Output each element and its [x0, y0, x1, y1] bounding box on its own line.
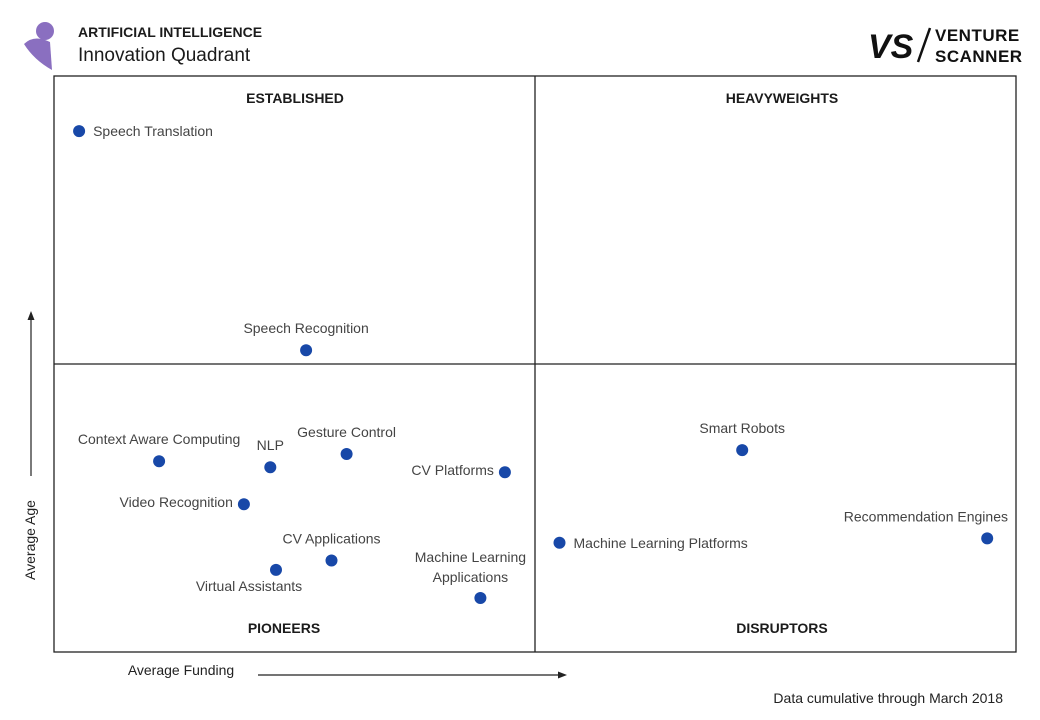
data-point-gesture-control [340, 448, 353, 460]
y-axis-label: Average Age [22, 500, 38, 580]
data-point-smart-robots [736, 444, 749, 457]
quadrant-label-pioneers: PIONEERS [248, 620, 320, 636]
point-label-cv-platforms: CV Platforms [411, 462, 493, 478]
data-footnote: Data cumulative through March 2018 [773, 690, 1003, 706]
data-point-virtual-assistants [270, 563, 282, 576]
vs-wordmark-line2: SCANNER [935, 47, 1023, 66]
point-label-cv-applications: CV Applications [282, 531, 380, 547]
data-point-context-aware-computing [153, 455, 166, 468]
vs-monogram: VS [868, 28, 914, 66]
quadrant-label-heavyweights: HEAVYWEIGHTS [726, 90, 839, 106]
page-subtitle: Innovation Quadrant [78, 45, 251, 66]
point-label-nlp: NLP [257, 437, 284, 453]
data-point-machine-learning-applications [474, 592, 487, 604]
data-point-speech-translation [73, 125, 86, 138]
point-label-video-recognition: Video Recognition [120, 494, 233, 510]
point-label-virtual-assistants: Virtual Assistants [196, 578, 302, 594]
data-point-video-recognition [237, 498, 250, 511]
page-title: ARTIFICIAL INTELLIGENCE [78, 24, 262, 40]
vs-logo-slash [916, 27, 932, 63]
vs-wordmark-line1: VENTURE [935, 26, 1020, 45]
point-label-context-aware-computing: Context Aware Computing [78, 431, 240, 447]
data-point-cv-platforms [498, 466, 511, 479]
data-point-cv-applications [325, 554, 338, 567]
data-point-nlp [264, 461, 277, 474]
quadrant-label-disruptors: DISRUPTORS [736, 620, 828, 636]
point-label-machine-learning-applications: Machine Learning Applications [415, 549, 526, 585]
data-points-layer: Speech Translation Speech Recognition Cont… [73, 123, 1008, 604]
y-axis-arrowhead-icon [27, 311, 35, 320]
data-point-machine-learning-platforms [553, 536, 566, 549]
x-axis-label: Average Funding [128, 662, 234, 678]
data-point-speech-recognition [300, 344, 313, 357]
quadrant-label-established: ESTABLISHED [246, 90, 344, 106]
point-label-machine-learning-platforms: Machine Learning Platforms [574, 535, 748, 551]
point-label-smart-robots: Smart Robots [699, 420, 785, 436]
data-point-recommendation-engines [981, 532, 994, 545]
point-label-speech-translation: Speech Translation [93, 123, 213, 139]
brand-logo-icon [24, 22, 54, 70]
x-axis-arrowhead-icon [558, 671, 567, 679]
point-label-speech-recognition: Speech Recognition [243, 320, 368, 336]
point-label-gesture-control: Gesture Control [297, 424, 396, 440]
point-label-recommendation-engines: Recommendation Engines [844, 508, 1008, 524]
